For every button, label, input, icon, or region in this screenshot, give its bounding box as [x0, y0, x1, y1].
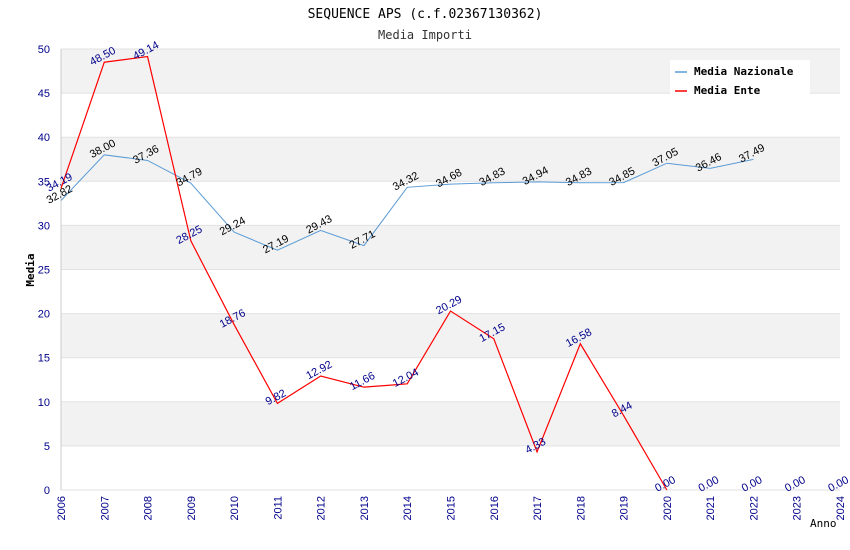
- x-tick-label: 2010: [229, 496, 241, 520]
- x-axis-label: Anno: [810, 517, 837, 530]
- grid-band: [61, 181, 840, 226]
- grid-band: [61, 137, 840, 182]
- grid-band: [61, 313, 840, 358]
- y-tick-label: 30: [38, 220, 50, 232]
- y-axis-label: Media: [24, 253, 37, 286]
- chart-subtitle: Media Importi: [378, 28, 472, 42]
- series-line-media-nazionale: [60, 154, 754, 251]
- grid-band: [61, 225, 840, 270]
- x-tick-label: 2007: [99, 496, 111, 520]
- y-tick-label: 5: [44, 441, 50, 453]
- y-tick-label: 0: [44, 485, 50, 497]
- x-tick-label: 2011: [272, 496, 284, 520]
- series-line-media-ente: [60, 55, 668, 491]
- x-tick-label: 2009: [186, 496, 198, 520]
- grid-band: [61, 445, 840, 490]
- y-tick-label: 40: [38, 132, 50, 144]
- x-tick-label: 2017: [532, 496, 544, 520]
- x-tick-label: 2020: [662, 496, 674, 520]
- x-tick-label: 2014: [402, 496, 414, 520]
- grid-band: [61, 401, 840, 446]
- y-tick-label: 10: [38, 397, 50, 409]
- x-tick-label: 2006: [56, 496, 68, 520]
- series-lines: [60, 55, 754, 491]
- x-tick-label: 2016: [489, 496, 501, 520]
- x-ticks: 2006 2007 2008 2009 2010 2011 2012 2013 2014 2015…: [56, 496, 847, 520]
- grid-band: [61, 269, 840, 314]
- y-ticks: 0 5 10 15 20 25 30 35 40 45 50: [38, 44, 50, 497]
- x-tick-label: 2024: [835, 496, 847, 520]
- y-tick-label: 25: [38, 265, 50, 277]
- x-tick-label: 2019: [619, 496, 631, 520]
- x-tick-label: 2023: [792, 496, 804, 520]
- x-tick-label: 2008: [143, 496, 155, 520]
- x-tick-label: 2022: [748, 496, 760, 520]
- legend-box: [670, 60, 810, 96]
- x-tick-label: 2021: [705, 496, 717, 520]
- y-tick-label: 50: [38, 44, 50, 56]
- grid-bands: [61, 49, 840, 490]
- x-tick-label: 2018: [575, 496, 587, 520]
- x-tick-label: 2015: [446, 496, 458, 520]
- grid-band: [61, 93, 840, 138]
- x-tick-label: 2012: [316, 496, 328, 520]
- y-tick-label: 45: [38, 88, 50, 100]
- y-tick-label: 20: [38, 309, 50, 321]
- legend-label-nazionale: Media Nazionale: [694, 65, 794, 78]
- y-tick-label: 35: [38, 176, 50, 188]
- grid-band: [61, 357, 840, 402]
- legend: Media Nazionale Media Ente: [670, 60, 810, 97]
- grid-lines: [60, 48, 840, 491]
- legend-label-ente: Media Ente: [694, 84, 761, 97]
- x-tick-label: 2013: [359, 496, 371, 520]
- chart-title: SEQUENCE APS (c.f.02367130362): [308, 7, 543, 22]
- y-tick-label: 15: [38, 353, 50, 365]
